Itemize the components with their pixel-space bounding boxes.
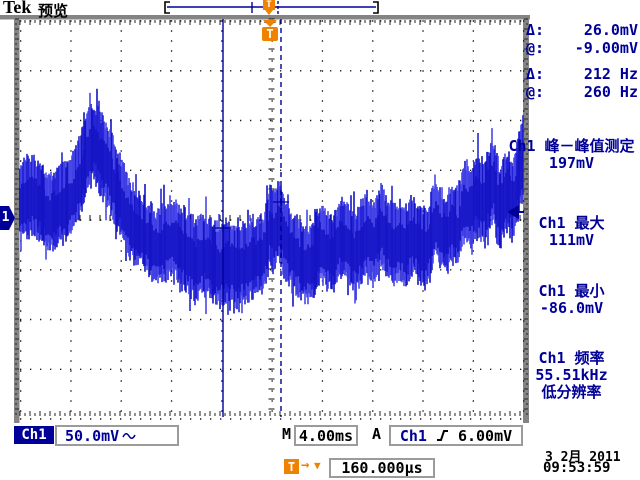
at-voltage-value: -9.00mV xyxy=(574,39,638,57)
brand-logo: Tek xyxy=(3,0,32,17)
cursor-freq-readouts: Δ: 212 Hz @: 260 Hz xyxy=(526,65,638,101)
measurement-freq-title: Ch1 频率 xyxy=(538,349,605,367)
rising-edge-slope-icon xyxy=(436,430,448,441)
trigger-position-marker-label: T xyxy=(266,27,274,41)
delta-icon: Δ: xyxy=(526,21,545,39)
trigger-position-icon: T xyxy=(284,459,299,474)
acquisition-mode-label: 预览 xyxy=(38,2,69,20)
measurement-freq-value: 55.51kHz xyxy=(535,366,608,384)
measurement-max: Ch1 最大 111mV xyxy=(505,215,638,249)
measurement-pk2pk-title: Ch1 峰－峰值测定 xyxy=(508,137,635,155)
record-view-brackets xyxy=(164,1,379,14)
display-frame-top xyxy=(0,15,530,20)
measurement-min-title: Ch1 最小 xyxy=(538,282,605,300)
cursor-1-cross xyxy=(215,224,231,232)
trigger-position-value: 160.000µs xyxy=(341,459,423,477)
measurement-min-value: -86.0mV xyxy=(539,299,604,317)
delta-voltage-value: 26.0mV xyxy=(583,21,638,39)
edge-ticks xyxy=(15,18,528,416)
channel1-badge: Ch1 xyxy=(14,426,54,444)
ch1-waveform-core xyxy=(19,125,523,292)
trigger-source-prefix: A xyxy=(372,425,382,443)
measurement-min: Ch1 最小 -86.0mV xyxy=(505,283,638,317)
measurement-max-value: 111mV xyxy=(548,231,595,249)
cursor-readouts: Δ: 26.0mV @: -9.00mV xyxy=(526,21,638,57)
trigger-position-box: 160.000µs xyxy=(329,458,435,478)
channel1-reference-marker-label: 1 xyxy=(1,210,10,225)
measurement-pk2pk-value: 197mV xyxy=(548,154,595,172)
channel1-scale-value: 50.0mV xyxy=(65,426,120,445)
ac-coupling-wave-icon xyxy=(122,432,136,439)
trigger-position-badge xyxy=(262,27,278,41)
measurement-max-title: Ch1 最大 xyxy=(538,214,605,232)
timebase-value: 4.00ms xyxy=(298,426,354,445)
cursor-delta-frequency: Δ: 212 Hz xyxy=(526,65,638,83)
measurement-freq-note: 低分辨率 xyxy=(541,383,602,401)
record-view-trigger-marker xyxy=(263,0,275,10)
trigger-settings-box: Ch1 6.00mV xyxy=(389,425,523,446)
trigger-channel: Ch1 xyxy=(399,426,427,445)
cursor-delta-voltage: Δ: 26.0mV xyxy=(526,21,638,39)
channel1-reference-marker xyxy=(0,206,15,230)
measurement-pk2pk: Ch1 峰－峰值测定 197mV xyxy=(505,138,638,172)
record-view-trigger-marker-tip xyxy=(265,10,273,15)
cursor-2-cross xyxy=(273,198,289,206)
trigger-position-arrow xyxy=(263,20,277,27)
date-label: 3 2月 2011 xyxy=(545,450,621,465)
channel1-scale-box: 50.0mV xyxy=(55,425,179,446)
arrow-right-icon: → xyxy=(301,457,310,473)
at-frequency-value: 260 Hz xyxy=(583,83,638,101)
delta-frequency-value: 212 Hz xyxy=(583,65,638,83)
triangle-down-icon: ▼ xyxy=(314,459,321,472)
cursor-at-frequency: @: 260 Hz xyxy=(526,83,638,101)
measurement-freq: Ch1 频率 55.51kHz 低分辨率 xyxy=(505,350,638,401)
time-label: 09:53:59 xyxy=(543,460,611,476)
cursor-at-voltage: @: -9.00mV xyxy=(526,39,638,57)
timebase-prefix: M xyxy=(282,425,292,443)
delta-icon: Δ: xyxy=(526,65,545,83)
at-icon: @: xyxy=(526,83,545,101)
trigger-level-arrow xyxy=(507,205,524,219)
trigger-level-value: 6.00mV xyxy=(457,426,513,445)
timebase-box: 4.00ms xyxy=(294,425,358,446)
record-view-trigger-marker-label: T xyxy=(266,0,272,10)
at-icon: @: xyxy=(526,39,545,57)
